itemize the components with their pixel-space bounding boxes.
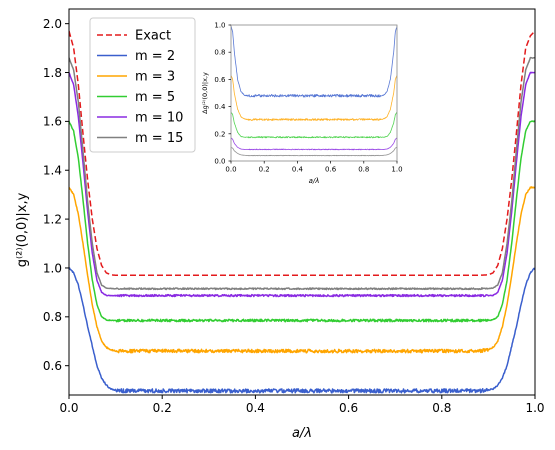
main-y-tick-label: 1.4 bbox=[43, 164, 62, 178]
inset-plot: 0.0 0.2 0.4 0.6 0.8 1.0 0.0 0.2 0.4 0.6 0.8 1.0 a/… bbox=[201, 22, 403, 185]
inset-y-tick-label: 0.0 bbox=[214, 158, 225, 166]
main-series-line-4 bbox=[69, 71, 535, 298]
inset-x-tick-label: 1.0 bbox=[391, 166, 402, 174]
main-x-tick-label: 0.2 bbox=[153, 401, 172, 415]
inset-series-line-4 bbox=[231, 146, 397, 157]
inset-series-line-0 bbox=[231, 26, 397, 98]
main-y-axis-label: g⁽²⁾(0,0)|x,y bbox=[15, 192, 30, 267]
main-x-tick-label: 0.6 bbox=[339, 401, 358, 415]
main-series-line-2 bbox=[69, 186, 535, 354]
main-series-line-1 bbox=[69, 267, 535, 394]
main-x-axis-label: a/λ bbox=[292, 426, 312, 441]
inset-x-axis-label: a/λ bbox=[309, 177, 320, 185]
main-series-line-3 bbox=[69, 120, 535, 323]
legend-label: m = 5 bbox=[135, 90, 175, 105]
inset-x-tick-label: 0.2 bbox=[259, 166, 270, 174]
main-y-tick-label: 1.2 bbox=[43, 212, 62, 226]
main-series-group bbox=[69, 30, 535, 394]
main-y-tick-label: 1.0 bbox=[43, 261, 62, 275]
inset-x-tick-label: 0.0 bbox=[225, 166, 236, 174]
inset-y-tick-label: 0.4 bbox=[214, 103, 226, 111]
inset-series-line-1 bbox=[231, 75, 397, 121]
main-y-tick-label: 0.6 bbox=[43, 359, 62, 373]
main-y-tick-label: 0.8 bbox=[43, 310, 62, 324]
main-x-ticks: 0.0 0.2 0.4 0.6 0.8 1.0 bbox=[59, 395, 545, 415]
main-plot: 0.0 0.2 0.4 0.6 0.8 1.0 0.6 0.8 1.0 1.2 1.4 1.6 1.8… bbox=[15, 8, 545, 441]
main-x-tick-label: 0.4 bbox=[246, 401, 265, 415]
main-y-tick-label: 2.0 bbox=[43, 17, 62, 31]
main-y-tick-label: 1.8 bbox=[43, 66, 62, 80]
legend-label: m = 3 bbox=[135, 70, 175, 85]
main-x-tick-label: 1.0 bbox=[525, 401, 544, 415]
legend-entries: Exact m = 2 m = 3 m = 5 m = 10 m = 15 bbox=[97, 29, 183, 146]
main-y-ticks: 0.6 0.8 1.0 1.2 1.4 1.6 1.8 2.0 bbox=[43, 17, 69, 373]
main-x-tick-label: 0.8 bbox=[432, 401, 451, 415]
inset-plot-frame bbox=[230, 24, 398, 162]
main-series-line-0 bbox=[69, 30, 535, 277]
legend: Exact m = 2 m = 3 m = 5 m = 10 m = 15 bbox=[89, 17, 196, 153]
inset-y-tick-label: 0.2 bbox=[214, 130, 225, 138]
inset-series-line-2 bbox=[231, 111, 397, 139]
main-y-tick-label: 1.6 bbox=[43, 115, 62, 129]
legend-box bbox=[89, 17, 196, 153]
main-plot-frame bbox=[68, 8, 536, 396]
inset-x-tick-label: 0.6 bbox=[325, 166, 337, 174]
inset-y-ticks: 0.0 0.2 0.4 0.6 0.8 1.0 bbox=[214, 22, 231, 166]
inset-background bbox=[231, 25, 397, 161]
inset-x-tick-label: 0.4 bbox=[292, 166, 304, 174]
inset-y-tick-label: 1.0 bbox=[214, 22, 225, 30]
inset-series-group bbox=[231, 26, 397, 157]
legend-label: m = 2 bbox=[135, 49, 175, 64]
legend-label: m = 10 bbox=[135, 111, 183, 126]
inset-x-ticks: 0.0 0.2 0.4 0.6 0.8 1.0 bbox=[225, 161, 403, 174]
inset-y-tick-label: 0.8 bbox=[214, 49, 225, 57]
legend-label: m = 15 bbox=[135, 131, 183, 146]
main-series-line-5 bbox=[69, 56, 535, 291]
inset-x-tick-label: 0.8 bbox=[358, 166, 369, 174]
inset-y-tick-label: 0.6 bbox=[214, 76, 226, 84]
inset-series-line-3 bbox=[231, 137, 397, 151]
main-x-tick-label: 0.0 bbox=[59, 401, 78, 415]
inset-y-axis-label: Δg⁽²⁾(0,0)|x,y bbox=[201, 72, 209, 114]
legend-label: Exact bbox=[135, 29, 171, 44]
